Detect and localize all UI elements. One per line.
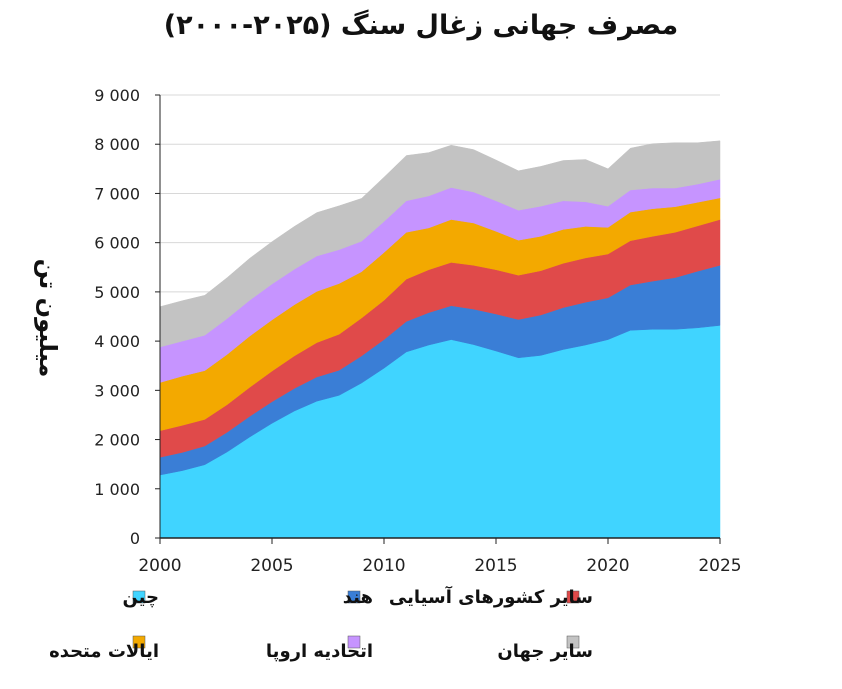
legend-item: هند (343, 587, 373, 608)
stacked-areas (159, 140, 721, 539)
legend-label: چین (122, 587, 159, 608)
x-tick-label: 2005 (250, 556, 293, 576)
x-tick-label: 2000 (138, 556, 181, 576)
y-tick-label: 8 000 (94, 135, 140, 154)
y-tick-label: 7 000 (94, 184, 140, 203)
y-tick-label: 4 000 (94, 332, 140, 351)
x-ticks: 2000 2005 2010 2015 2020 2025 (138, 538, 742, 576)
y-tick-label: 1 000 (94, 480, 140, 499)
legend-label: ایالات متحده (49, 641, 159, 662)
legend-item: اتحادیه اروپا (266, 635, 373, 662)
legend-label: سایر جهان (497, 641, 593, 662)
legend-swatch (566, 635, 580, 649)
legend-swatch (566, 590, 580, 604)
legend-item: سایر جهان (497, 635, 593, 662)
y-tick-label: 0 (130, 529, 140, 548)
y-tick-label: 2 000 (94, 431, 140, 450)
x-tick-label: 2015 (474, 556, 517, 576)
legend-item: چین (122, 587, 159, 608)
x-tick-label: 2020 (586, 556, 629, 576)
x-tick-label: 2025 (698, 556, 741, 576)
legend-item: سایر کشورهای آسیایی (389, 585, 593, 608)
legend: چین هند سایر کشورهای آسیایی ایالات متحده اتح… (49, 585, 593, 662)
legend-item: ایالات متحده (49, 635, 159, 662)
legend-swatch (347, 635, 361, 649)
legend-swatch (132, 635, 146, 649)
y-ticks: 0 1 000 2 000 3 000 4 000 5 000 6 000 7 000 8 00… (94, 86, 160, 548)
y-tick-label: 3 000 (94, 381, 140, 400)
axes (159, 95, 720, 539)
legend-label: اتحادیه اروپا (266, 641, 373, 662)
x-tick-label: 2010 (362, 556, 405, 576)
legend-swatch (132, 590, 146, 604)
area-series (159, 140, 721, 348)
y-tick-label: 9 000 (94, 86, 140, 105)
y-tick-label: 6 000 (94, 234, 140, 253)
legend-swatch (347, 590, 361, 604)
y-axis-label: میلیون تن (34, 259, 62, 378)
chart-title: مصرف جهانی زغال سنگ (۲۰۲۵-۲۰۰۰) (163, 10, 679, 41)
y-tick-label: 5 000 (94, 283, 140, 302)
legend-label: هند (343, 587, 373, 608)
legend-label: سایر کشورهای آسیایی (389, 585, 593, 608)
